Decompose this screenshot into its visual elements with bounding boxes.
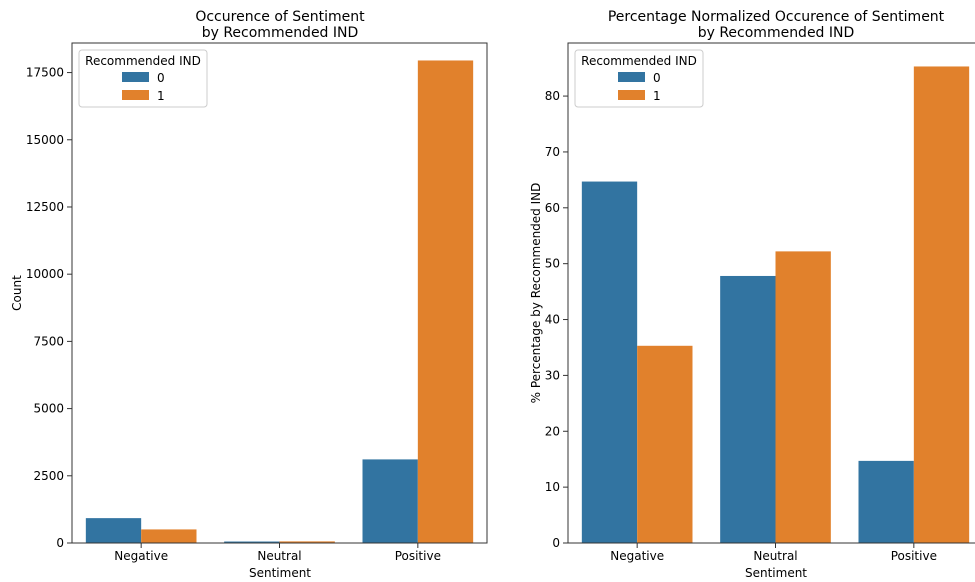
y-tick-label: 10 <box>545 480 560 494</box>
legend-swatch-0 <box>122 72 149 82</box>
bar-positive-series-0 <box>858 460 914 543</box>
y-tick-label: 5000 <box>33 402 64 416</box>
bar-neutral-series-0 <box>720 275 776 543</box>
percentage-chart: Percentage Normalized Occurence of Senti… <box>529 9 975 580</box>
x-tick-label: Neutral <box>753 549 797 563</box>
y-tick-label: 7500 <box>33 334 64 348</box>
legend-label-1: 1 <box>653 89 661 103</box>
y-tick-label: 17500 <box>26 66 64 80</box>
legend-title: Recommended IND <box>85 54 201 68</box>
y-tick-label: 80 <box>545 89 560 103</box>
x-tick-label: Positive <box>395 549 441 563</box>
x-tick-label: Neutral <box>257 549 301 563</box>
bar-positive-series-1 <box>913 66 970 543</box>
x-tick-label: Negative <box>114 549 168 563</box>
bar-negative-series-0 <box>85 518 142 543</box>
bar-positive-series-1 <box>417 60 474 544</box>
plot-frame <box>567 42 975 544</box>
legend-title: Recommended IND <box>581 54 697 68</box>
chart-title-line-2: by Recommended IND <box>202 25 359 41</box>
bar-negative-series-1 <box>637 345 693 543</box>
count-chart: Occurence of Sentiment by Recommended IN… <box>10 9 488 580</box>
y-tick-label: 10000 <box>26 267 64 281</box>
y-tick-label: 30 <box>545 368 560 382</box>
bar-neutral-series-1 <box>279 541 335 543</box>
chart-title-line-2: by Recommended IND <box>698 25 855 41</box>
y-tick-label: 12500 <box>26 200 64 214</box>
y-tick-label: 0 <box>56 536 64 550</box>
chart-title-line-1: Percentage Normalized Occurence of Senti… <box>608 9 945 25</box>
legend-label-0: 0 <box>157 71 165 85</box>
x-tick-label: Positive <box>891 549 937 563</box>
plot-area: 0 2500 5000 7500 10000 12500 15000 17500 Negativ… <box>26 60 474 563</box>
y-tick-label: 20 <box>545 424 560 438</box>
y-tick-label: 40 <box>545 313 560 327</box>
bar-negative-series-0 <box>581 181 638 543</box>
y-tick-label: 60 <box>545 201 560 215</box>
legend-swatch-0 <box>618 72 645 82</box>
bar-neutral-series-0 <box>224 541 280 543</box>
chart-title-line-1: Occurence of Sentiment <box>195 9 365 25</box>
legend: Recommended IND 0 1 <box>78 49 208 108</box>
x-tick-label: Negative <box>610 549 664 563</box>
x-axis-label: Sentiment <box>249 566 311 580</box>
y-axis-label: Count <box>10 275 24 311</box>
bar-negative-series-1 <box>141 529 197 543</box>
legend-label-0: 0 <box>653 71 661 85</box>
legend-swatch-1 <box>618 90 645 100</box>
y-tick-label: 50 <box>545 257 560 271</box>
y-axis-label: % Percentage by Recommended IND <box>529 183 543 404</box>
legend: Recommended IND 0 1 <box>574 49 704 108</box>
bar-positive-series-0 <box>362 459 418 543</box>
y-tick-label: 2500 <box>33 469 64 483</box>
y-tick-label: 70 <box>545 145 560 159</box>
legend-label-1: 1 <box>157 89 165 103</box>
y-tick-label: 0 <box>552 536 560 550</box>
legend-swatch-1 <box>122 90 149 100</box>
x-axis-label: Sentiment <box>745 566 807 580</box>
bar-neutral-series-1 <box>775 251 831 543</box>
y-tick-label: 15000 <box>26 133 64 147</box>
plot-frame <box>71 42 488 544</box>
